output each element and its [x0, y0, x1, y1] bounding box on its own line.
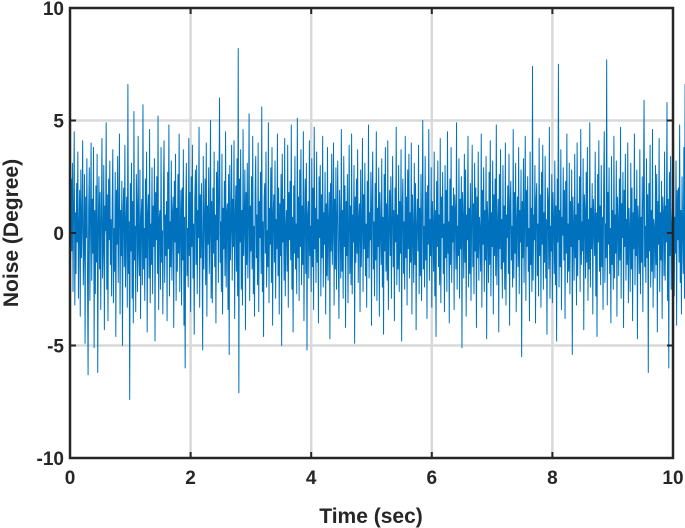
x-tick-label: 2: [185, 468, 196, 489]
y-tick-label: -5: [47, 337, 64, 358]
y-tick-label: 0: [53, 224, 64, 245]
x-tick-label: 8: [547, 468, 558, 489]
y-tick-label: 5: [53, 112, 64, 133]
tick-marks: [69, 7, 674, 459]
x-axis-label: Time (sec): [319, 505, 423, 528]
y-axis-label: Noise (Degree): [0, 159, 23, 307]
y-tick-label: -10: [37, 449, 64, 470]
x-tick-label: 4: [306, 468, 317, 489]
x-tick-labels: 0 2 4 6 8 10: [65, 468, 684, 489]
y-tick-label: 10: [43, 0, 64, 20]
y-tick-labels: -10 -5 0 5 10: [37, 0, 65, 470]
x-tick-label: 0: [65, 468, 76, 489]
x-tick-label: 10: [662, 468, 683, 489]
x-tick-label: 6: [427, 468, 438, 489]
